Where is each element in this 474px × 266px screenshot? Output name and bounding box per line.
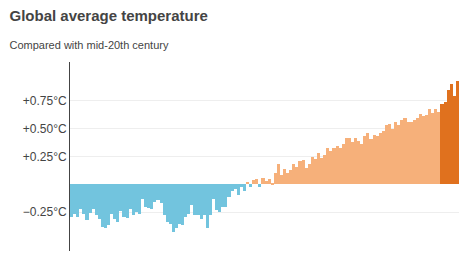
svg-text:−0.25°C: −0.25°C bbox=[23, 205, 67, 219]
svg-text:Global average temperature: Global average temperature bbox=[9, 7, 207, 24]
svg-text:+0.75°C: +0.75°C bbox=[23, 94, 67, 108]
svg-text:+0.50°C: +0.50°C bbox=[23, 122, 67, 136]
svg-text:+0.25°C: +0.25°C bbox=[23, 150, 67, 164]
svg-text:Compared with mid-20th century: Compared with mid-20th century bbox=[9, 39, 168, 51]
